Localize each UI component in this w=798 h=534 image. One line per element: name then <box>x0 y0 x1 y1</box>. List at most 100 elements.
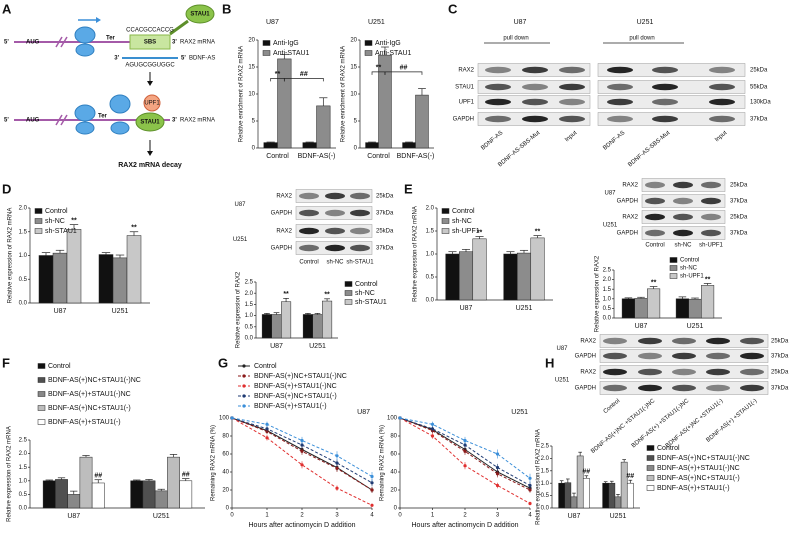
stau1-blob <box>185 4 215 24</box>
y-tick-label: 100 <box>387 416 398 422</box>
legend-marker <box>242 364 246 368</box>
blot-band <box>603 352 627 360</box>
label: Ter <box>98 114 108 120</box>
ribosome <box>74 104 96 122</box>
line <box>399 417 531 491</box>
ribosome <box>109 94 131 114</box>
legend-label: sh-NC <box>45 218 65 225</box>
x-tick-label: U87 <box>270 343 283 350</box>
significance: ## <box>626 473 634 480</box>
size-label: 25kDa <box>730 215 748 221</box>
size-label: 25kDa <box>376 229 394 235</box>
legend-label: sh-NC <box>680 266 698 272</box>
y-tick-label: 0.0 <box>541 506 550 512</box>
y-tick-label: 20 <box>222 488 229 494</box>
bar <box>582 477 590 509</box>
x-tick-label: Control <box>367 153 390 160</box>
x-tick-label: U251 <box>687 323 704 330</box>
bar <box>602 482 610 509</box>
bar <box>277 58 292 149</box>
lane-label: sh-NC <box>674 243 692 249</box>
blot-band <box>706 337 730 345</box>
x-tick-label: BDNF-AS(-) <box>397 153 435 160</box>
lane-label: sh-STAU1 <box>346 260 374 266</box>
legend-swatch <box>262 40 271 46</box>
y-tick-label: 40 <box>222 470 229 476</box>
legend-label: sh-UPF1 <box>680 274 704 280</box>
point <box>370 503 374 507</box>
y-tick-label: 0 <box>354 146 358 152</box>
significance: ## <box>94 473 102 480</box>
bar <box>263 142 278 149</box>
significance: ** <box>131 225 137 232</box>
blot-band <box>672 368 696 376</box>
y-tick-label: 1.5 <box>541 468 550 474</box>
bar <box>701 285 715 319</box>
label: RAX2 mRNA <box>180 40 215 46</box>
label: 5' <box>4 40 9 46</box>
label: AUG <box>26 40 40 46</box>
legend-swatch <box>441 208 450 214</box>
legend-swatch <box>37 419 46 425</box>
label: STAU1 <box>140 120 160 126</box>
size-label: 130kDa <box>750 100 771 106</box>
lane-label: Input <box>564 130 578 143</box>
bar <box>503 253 518 301</box>
y-tick-label: 60 <box>390 452 397 458</box>
bar <box>91 482 105 509</box>
legend-label: Anti-STAU1 <box>273 50 310 57</box>
x-tick-label: 0 <box>398 513 402 519</box>
legend-label: BDNF-AS(+)+STAU1(-) <box>48 419 121 426</box>
blot-band <box>485 83 511 91</box>
bar <box>472 238 487 301</box>
protein-label: GAPDH <box>617 231 638 237</box>
blot-band <box>607 98 633 106</box>
bar <box>126 235 142 304</box>
panel-letter: F <box>2 355 10 370</box>
y-tick-label: 0.5 <box>426 275 435 281</box>
x-tick-label: 3 <box>335 513 339 519</box>
bar <box>302 142 317 149</box>
legend-swatch <box>262 50 271 56</box>
lane-label: sh-NC <box>326 260 344 266</box>
blot-band <box>325 192 345 200</box>
bar <box>42 480 56 509</box>
panel-letter: B <box>222 1 231 16</box>
size-label: 37kDa <box>376 246 394 252</box>
bar <box>154 490 168 509</box>
blot-band <box>522 115 548 123</box>
y-axis-label: Relative expression of RAX2 <box>595 255 601 332</box>
legend-label: BDNF-AS(+)+STAU1(-) <box>657 485 730 492</box>
label: 5' <box>181 56 186 62</box>
protein-label: RAX2 <box>276 194 292 200</box>
blot-band <box>709 66 735 74</box>
bar <box>312 314 323 339</box>
point <box>495 465 500 470</box>
blot-band <box>673 181 693 189</box>
blot-band <box>709 83 735 91</box>
y-tick-label: 20 <box>350 38 357 44</box>
x-tick-label: U87 <box>460 305 473 312</box>
x-tick-label: 1 <box>265 513 269 519</box>
y-tick-label: 60 <box>222 452 229 458</box>
bar <box>614 496 622 509</box>
blot-band <box>325 227 345 235</box>
point <box>495 472 500 476</box>
legend-marker <box>242 374 246 378</box>
point <box>335 486 339 490</box>
point <box>495 483 500 488</box>
legend-marker <box>242 384 246 388</box>
protein-label: GAPDH <box>617 199 638 205</box>
blot-band <box>645 197 665 205</box>
x-axis-label: Hours after actinomycin D addition <box>412 522 519 529</box>
legend-label: sh-STAU1 <box>45 228 77 235</box>
point <box>265 422 269 426</box>
lane-label: BDNF-AS-SBS-Mut <box>497 130 541 168</box>
arrow <box>169 19 189 36</box>
cell-label: U251 <box>555 378 570 384</box>
point <box>370 481 374 485</box>
bar <box>112 257 128 304</box>
legend-label: Control <box>452 208 475 215</box>
pull-down: pull down <box>629 36 654 42</box>
y-tick-label: 1.0 <box>245 313 254 319</box>
